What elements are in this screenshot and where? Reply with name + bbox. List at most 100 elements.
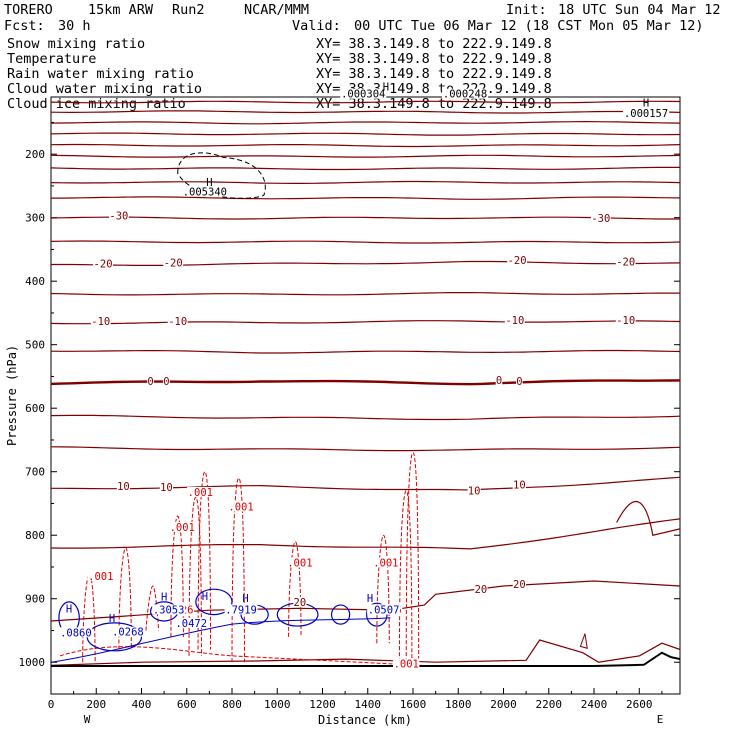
x-tick-label: 2600 xyxy=(626,698,653,711)
temperature-contour xyxy=(50,180,681,184)
temperature-label: -20 xyxy=(616,256,635,268)
y-tick-label: 800 xyxy=(25,529,45,542)
snow-ice-label-bg xyxy=(441,88,489,99)
snow-ice-label: .005340 xyxy=(183,187,227,199)
temperature-label: -10 xyxy=(168,316,187,328)
temperature-label-bg xyxy=(615,314,636,325)
temperature-label-bg xyxy=(512,579,526,590)
temperature-contour xyxy=(50,414,681,421)
legend-entry: Snow mixing ratio xyxy=(7,36,145,52)
cloud-water-label: .3053 xyxy=(153,604,185,616)
temperature-label-bg xyxy=(615,256,636,267)
x-tick-label: 0 xyxy=(48,698,55,711)
cloud-water-contour xyxy=(330,604,351,625)
rain-contour xyxy=(145,585,159,631)
rain-label-bg xyxy=(372,557,400,568)
run-label: Run2 xyxy=(172,2,205,18)
x-tick-label: 600 xyxy=(177,698,197,711)
maximum-marker: H xyxy=(242,593,248,605)
maximum-marker: H xyxy=(109,613,115,625)
x-tick-label: 400 xyxy=(132,698,152,711)
x-tick-label: 2200 xyxy=(536,698,563,711)
rain-contour xyxy=(376,534,390,644)
y-tick-label: 900 xyxy=(25,593,45,606)
temperature-label: 10 xyxy=(160,482,173,494)
temperature-label-bg xyxy=(293,596,307,607)
temperature-label: 0 xyxy=(147,376,153,388)
y-tick-label: 500 xyxy=(25,339,45,352)
plot-area: 0 200 400 600 800 1000 1200 1400 1600 1800 2000 220… xyxy=(19,82,681,726)
x-tick-label: 1600 xyxy=(400,698,427,711)
maximum-marker: H xyxy=(202,591,208,603)
rain-contour xyxy=(288,541,302,637)
legend-entry: Temperature xyxy=(7,51,96,67)
temperature-label: 10 xyxy=(468,486,481,498)
maximum-marker: H xyxy=(643,98,649,110)
legend-xy: XY= 38.3.149.8 to 222.9.149.8 xyxy=(316,96,552,112)
snow-ice-label-bg xyxy=(181,186,228,197)
temperature-contour xyxy=(50,379,681,386)
temperature-label-bg xyxy=(467,485,481,496)
temperature-label-bg xyxy=(108,210,129,221)
temperature-label: 20 xyxy=(475,584,488,596)
temperature-contour xyxy=(50,639,681,666)
maximum-marker: H xyxy=(66,604,72,616)
cloud-water-label-bg xyxy=(152,604,186,615)
model-name: TORERO xyxy=(4,2,53,18)
rain-contour xyxy=(405,452,420,663)
temperature-feature xyxy=(579,633,588,649)
rain-contour xyxy=(398,490,413,663)
x-axis-title: Distance (km) xyxy=(318,713,412,727)
temperature-contour xyxy=(50,143,681,148)
rain-label: .001 xyxy=(88,571,113,583)
rain-label: .001 xyxy=(287,557,312,569)
init-time: 18 UTC Sun 04 Mar 12 xyxy=(558,2,721,18)
rain-label: .001 xyxy=(170,522,195,534)
cloud-water-label: .0472 xyxy=(175,618,207,630)
cloud-water-contour xyxy=(366,602,388,627)
x-tick-label: 1000 xyxy=(264,698,291,711)
snow-ice-label: .000157 xyxy=(624,108,668,120)
terrain-line xyxy=(51,651,681,668)
y-tick-label: 400 xyxy=(25,275,45,288)
temperature-label: 10 xyxy=(117,481,130,493)
legend-xy: XY= 38.3.149.8 to 222.9.149.8 xyxy=(316,36,552,52)
temperature-label: -20 xyxy=(94,258,113,270)
temperature-label: 20 xyxy=(513,579,526,591)
x-tick-label: 2000 xyxy=(490,698,517,711)
cloud-water-label-bg xyxy=(224,604,258,615)
temperature-label: 20 xyxy=(294,597,307,609)
temperature-label: -10 xyxy=(91,316,110,328)
y-tick-label: 200 xyxy=(25,148,45,161)
legend-xy: XY= 38.3.149.8 to 222.9.149.8 xyxy=(316,51,552,67)
x-tick-label: 1200 xyxy=(309,698,336,711)
y-tick-label: 700 xyxy=(25,466,45,479)
temperature-contour xyxy=(50,120,681,125)
rain-contour xyxy=(118,547,132,650)
fcst-label: Fcst: xyxy=(4,18,45,34)
temperature-label-bg xyxy=(474,584,488,595)
temperature-contour xyxy=(50,216,680,220)
temperature-contour xyxy=(50,349,681,354)
temperature-contour xyxy=(50,292,680,296)
cloud-water-label: .7919 xyxy=(225,604,257,616)
cloud-water-label-bg xyxy=(111,626,145,637)
plot-frame xyxy=(50,96,681,695)
y-tick-label: 600 xyxy=(25,402,45,415)
cloud-water-contour xyxy=(50,617,391,663)
temperature-label: 0 xyxy=(163,376,169,388)
cloud-water-label-bg xyxy=(59,627,93,638)
maximum-marker: H xyxy=(367,593,373,605)
temperature-contour xyxy=(51,196,681,200)
cloud-water-label: .0860 xyxy=(60,627,92,639)
legend-entry: Rain water mixing ratio xyxy=(7,66,194,82)
temperature-label: 0 xyxy=(496,375,502,387)
temperature-label: -30 xyxy=(109,211,128,223)
legend-entry: Cloud water mixing ratio xyxy=(7,81,202,97)
cloud-water-label: .0507 xyxy=(368,604,400,616)
temperature-contour xyxy=(50,518,681,550)
x-end-label-west: W xyxy=(84,713,91,726)
temperature-contour xyxy=(51,476,681,491)
fcst-value: 30 h xyxy=(58,18,91,34)
